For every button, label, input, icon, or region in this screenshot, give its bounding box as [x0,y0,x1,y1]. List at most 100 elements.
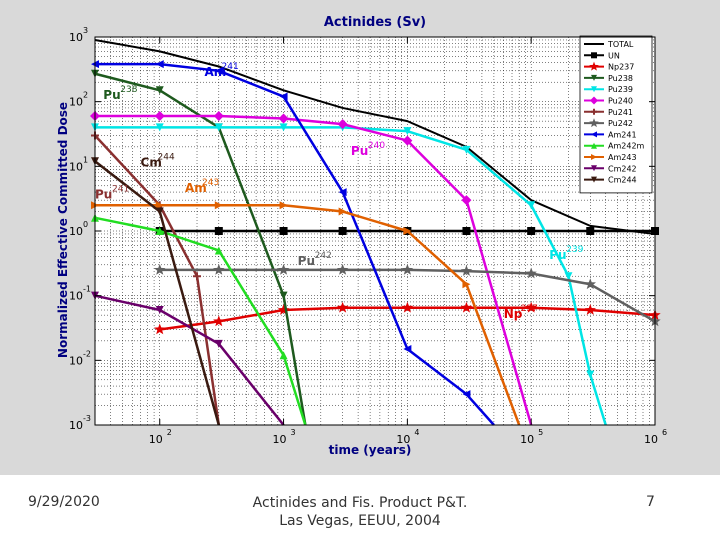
legend-entry: Pu240 [608,97,633,106]
x-tick-exponent: 4 [414,428,419,437]
data-point [589,118,599,128]
legend-entry: Am241 [608,130,637,139]
isotope-label: Pu [103,88,120,102]
x-tick-exponent: 6 [662,428,667,437]
data-point [591,108,597,115]
isotope-label: Pu [351,144,368,158]
series-line [95,204,521,426]
data-point [279,291,288,300]
series-line [94,294,285,426]
data-point [279,351,288,360]
series-am243 [91,201,521,426]
x-tick-label: 10 [396,433,410,446]
data-point [214,227,223,235]
data-point [336,301,349,313]
chart-title: Actinides (Sv) [324,15,426,30]
data-point [213,263,225,275]
y-tick-exponent: -2 [83,349,91,358]
isotope-superscript: 242 [315,251,332,261]
data-point [591,154,597,160]
legend-entry: Pu239 [608,85,633,94]
data-point [279,123,288,132]
footer-center-text: Actinides and Fis. Product P&T. Las Vega… [220,494,500,530]
y-tick-label: 10 [69,31,83,44]
legend-entry: Pu242 [608,119,633,128]
data-point [564,272,573,281]
isotope-superscript: 238 [120,85,137,95]
data-point [336,263,349,275]
data-point [584,278,596,290]
isotope-superscript: 244 [158,152,175,162]
legend-entry: TOTAL [607,40,634,49]
footer-center-line1: Actinides and Fis. Product P&T. [252,495,468,511]
data-point [214,123,223,132]
y-tick-label: 10 [69,290,83,303]
data-point [214,201,223,210]
series-line [94,38,656,235]
data-point [278,113,289,124]
y-tick-exponent: -3 [83,414,91,423]
data-point [155,227,164,235]
data-point [591,131,597,138]
data-point [279,201,288,210]
data-point [338,188,347,197]
legend-entry: Np237 [608,63,634,72]
data-point [155,207,164,216]
y-axis-label: Normalized Effective Committed Dose [56,102,70,358]
data-point [155,201,164,210]
data-point [462,145,471,154]
data-point [460,301,473,313]
isotope-superscript: 243 [202,178,219,188]
x-tick-label: 10 [273,433,287,446]
legend-entry: Am242m [608,142,645,151]
y-tick-exponent: -1 [83,285,91,294]
data-point [277,304,290,315]
isotope-superscript: 240 [368,141,385,151]
footer-center-line2: Las Vegas, EEUU, 2004 [279,513,441,529]
data-point [214,246,223,255]
data-point [279,227,288,235]
data-point [584,304,596,315]
data-point [338,207,347,216]
data-point [527,201,536,210]
isotope-superscript: 241 [222,62,239,72]
y-tick-exponent: 2 [83,91,88,100]
x-tick-exponent: 5 [538,428,543,437]
y-tick-label: 10 [69,354,83,367]
y-tick-label: 10 [69,225,83,238]
series-am241 [91,60,495,426]
legend-entry: Pu241 [608,108,633,117]
series-line [95,114,533,426]
y-tick-label: 10 [69,419,83,432]
data-point [155,306,164,315]
x-tick-exponent: 2 [167,428,172,437]
data-point [214,66,223,75]
data-point [403,344,412,353]
data-point [337,119,348,130]
x-tick-exponent: 3 [291,428,296,437]
series-layer [90,38,661,426]
data-point [525,301,537,313]
isotope-label: Np [504,307,523,321]
y-tick-exponent: 0 [83,220,88,229]
x-axis-label: time (years) [329,443,412,457]
data-point [338,227,347,235]
data-point [461,195,472,206]
isotope-superscript: 239 [566,245,583,255]
series-pu240 [90,111,533,426]
data-point [462,390,471,399]
data-point [525,267,537,279]
y-tick-label: 10 [69,96,83,109]
data-point [589,61,599,71]
data-point [403,227,412,235]
data-point [591,52,597,59]
x-tick-label: 10 [520,433,534,446]
y-tick-exponent: 3 [83,26,88,35]
data-point [279,92,288,101]
data-point [591,142,597,149]
data-point [154,263,166,275]
data-point [401,301,414,313]
data-point [213,111,224,122]
data-point [527,227,536,235]
